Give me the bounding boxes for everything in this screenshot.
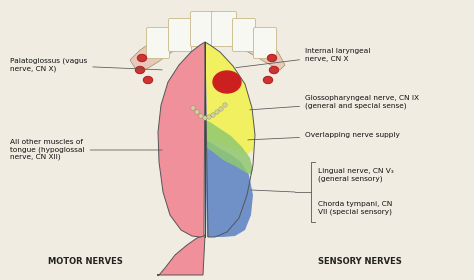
Ellipse shape: [264, 76, 273, 83]
Text: MOTOR NERVES: MOTOR NERVES: [47, 258, 122, 267]
Circle shape: [203, 116, 207, 120]
FancyBboxPatch shape: [233, 18, 255, 52]
FancyBboxPatch shape: [211, 11, 237, 46]
Ellipse shape: [144, 76, 153, 83]
Polygon shape: [205, 120, 253, 175]
Ellipse shape: [137, 55, 146, 62]
FancyBboxPatch shape: [191, 11, 216, 46]
Polygon shape: [205, 140, 253, 237]
Ellipse shape: [213, 71, 241, 93]
Polygon shape: [157, 235, 205, 275]
Circle shape: [199, 114, 203, 118]
Circle shape: [219, 107, 223, 111]
Text: Lingual nerve, CN V₃
(general sensory): Lingual nerve, CN V₃ (general sensory): [318, 168, 394, 182]
Ellipse shape: [270, 67, 279, 74]
Circle shape: [223, 103, 227, 107]
Text: Chorda tympani, CN
VII (special sensory): Chorda tympani, CN VII (special sensory): [318, 201, 392, 215]
Text: Internal laryngeal
nerve, CN X: Internal laryngeal nerve, CN X: [236, 48, 370, 68]
Text: All other muscles of
tongue (hypoglossal
nerve, CN XII): All other muscles of tongue (hypoglossal…: [10, 139, 162, 160]
Text: Overlapping nerve supply: Overlapping nerve supply: [248, 132, 400, 140]
Circle shape: [195, 110, 199, 114]
FancyBboxPatch shape: [168, 18, 191, 52]
FancyBboxPatch shape: [146, 27, 170, 59]
Text: SENSORY NERVES: SENSORY NERVES: [318, 258, 402, 267]
Text: Glossopharyngeal nerve, CN IX
(general and special sense): Glossopharyngeal nerve, CN IX (general a…: [250, 95, 419, 110]
Polygon shape: [205, 42, 255, 155]
Circle shape: [215, 110, 219, 114]
FancyBboxPatch shape: [254, 27, 276, 59]
Circle shape: [207, 115, 211, 119]
Ellipse shape: [267, 55, 276, 62]
Circle shape: [191, 106, 195, 110]
Ellipse shape: [136, 67, 145, 74]
Circle shape: [211, 113, 215, 117]
Polygon shape: [158, 42, 205, 237]
Polygon shape: [130, 23, 285, 70]
Text: Palatoglossus (vagus
nerve, CN X): Palatoglossus (vagus nerve, CN X): [10, 58, 162, 72]
